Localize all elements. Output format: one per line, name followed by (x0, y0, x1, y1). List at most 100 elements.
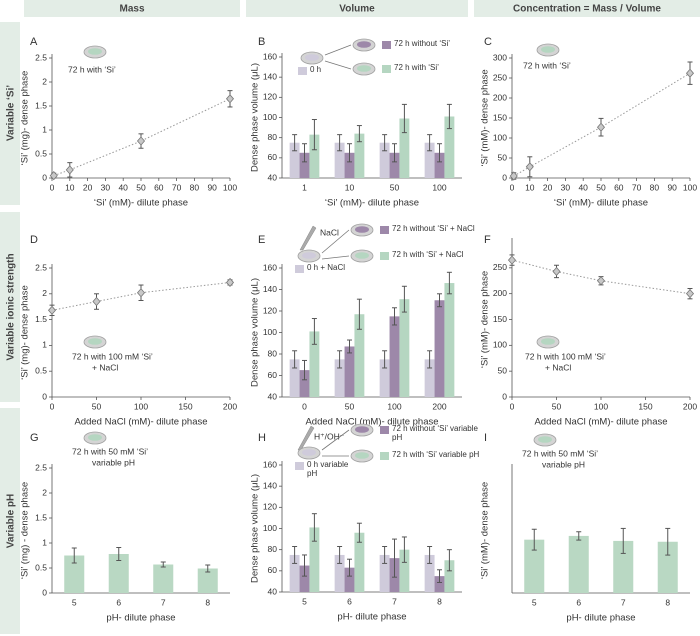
point (525, 162, 534, 172)
y-tick-label: 80 (268, 544, 278, 554)
panel-letter: B (258, 36, 265, 48)
legend-swatch (382, 41, 391, 49)
pipette-icon (297, 425, 315, 451)
bar (334, 359, 345, 397)
y-axis-label: ‘Si’ (mg)- dense phase (20, 285, 31, 380)
x-tick-label: 7 (621, 597, 626, 607)
row-box (0, 212, 20, 402)
x-axis-label: ‘Si’ (mM)- dilute phase (554, 198, 648, 209)
point (685, 289, 695, 299)
x-tick-label: 60 (154, 182, 164, 192)
x-tick-label: 200 (432, 401, 446, 411)
legend-label: 0 h variable pH (307, 460, 349, 478)
x-tick-label: 30 (561, 182, 571, 192)
y-tick-label: 100 (263, 523, 277, 533)
dish-content (541, 338, 555, 345)
bar (434, 576, 445, 592)
legend-label: 72 h with ‘Si’ (394, 63, 439, 72)
annotation: 72 h with 100 mM ‘Si’ (72, 351, 153, 361)
point (65, 165, 74, 175)
legend-box: 0 h + NaCl (307, 263, 346, 272)
legend-label: 0 h + NaCl (307, 263, 346, 272)
x-tick-label: 150 (178, 401, 192, 411)
x-tick-label: 0 (50, 182, 55, 192)
bar (299, 565, 310, 592)
annotation: + NaCl (545, 362, 571, 372)
x-tick-label: 8 (437, 596, 442, 606)
y-axis-label: Dense phase volume (μL) (250, 63, 261, 172)
y-tick-label: 0 (42, 587, 47, 597)
bar (289, 359, 300, 397)
legend-box: 72 h without ‘Si’ (394, 39, 450, 48)
x-tick-label: 90 (207, 182, 217, 192)
row-box (0, 408, 20, 634)
x-tick-label: 6 (116, 597, 121, 607)
point (596, 276, 606, 286)
row-label: Variable ‘Si’ (6, 85, 17, 141)
x-tick-label: 40 (118, 182, 128, 192)
bar (389, 152, 400, 178)
bar (334, 554, 345, 592)
legend-box: 72 h with ‘Si’ variable pH (392, 450, 479, 459)
x-axis-label: Added NaCl (mM)- dilute phase (534, 417, 667, 428)
bar (309, 134, 320, 178)
x-axis-label: Added NaCl (mM)- dilute phase (74, 417, 207, 428)
bar (197, 568, 218, 593)
panel-letter: A (30, 36, 38, 48)
row-label: Variable pH (6, 494, 17, 548)
panel-letter: F (484, 234, 491, 246)
y-tick-label: 2 (42, 288, 47, 298)
trend-line (513, 72, 691, 177)
dish-content (357, 41, 371, 48)
dish-content (355, 252, 369, 259)
x-tick-label: 7 (161, 597, 166, 607)
legend-box: 72 h with ‘Si’ (394, 63, 439, 72)
y-tick-label: 120 (263, 305, 277, 315)
y-tick-label: 140 (263, 480, 277, 490)
x-tick-label: 100 (223, 182, 237, 192)
annotation: 72 h with 50 mM ‘Si’ (522, 448, 598, 458)
bar (657, 541, 678, 593)
bar (309, 527, 320, 592)
bar (354, 532, 365, 592)
legend-box: 72 h without ‘Si’ + NaCl (392, 224, 475, 233)
x-tick-label: 100 (387, 401, 401, 411)
x-tick-label: 8 (205, 597, 210, 607)
x-tick-label: 50 (92, 401, 102, 411)
x-tick-label: 80 (650, 182, 660, 192)
legend-swatch (382, 65, 391, 73)
header-box (474, 0, 700, 17)
y-tick-label: 60 (268, 370, 278, 380)
annotation: 72 h with 100 mM ‘Si’ (525, 351, 606, 361)
arrow (321, 255, 350, 260)
bar (613, 540, 634, 593)
y-tick-label: 120 (263, 502, 277, 512)
x-tick-label: 200 (683, 401, 697, 411)
point (136, 136, 146, 146)
bar (399, 299, 410, 397)
bar (344, 567, 355, 592)
x-axis-label: Added NaCl (mM)- dilute phase (305, 417, 438, 428)
legend-box: 72 h with ‘Si’ + NaCl (392, 250, 464, 259)
x-tick-label: 40 (578, 182, 588, 192)
y-axis-label: ‘Si’ (mM)- dense phase (480, 271, 491, 368)
panel-letter: C (484, 36, 492, 48)
y-tick-label: 50 (498, 152, 508, 162)
legend-swatch (295, 462, 304, 470)
legend-label: 0 h (310, 65, 322, 74)
x-tick-label: 30 (101, 182, 111, 192)
header-box (246, 0, 468, 17)
legend-label: 72 h with ‘Si’ + NaCl (392, 250, 464, 259)
dish-content (305, 54, 319, 61)
dish-content (541, 46, 555, 53)
row-box (0, 22, 20, 205)
x-tick-label: 80 (190, 182, 200, 192)
x-tick-label: 0 (302, 401, 307, 411)
y-tick-label: 150 (493, 314, 507, 324)
y-tick-label: 0.5 (35, 365, 47, 375)
y-axis-label: ‘Si’ (mg) - dense phase (20, 482, 31, 579)
point (92, 296, 101, 307)
x-tick-label: 60 (614, 182, 624, 192)
y-tick-label: 80 (268, 132, 278, 142)
